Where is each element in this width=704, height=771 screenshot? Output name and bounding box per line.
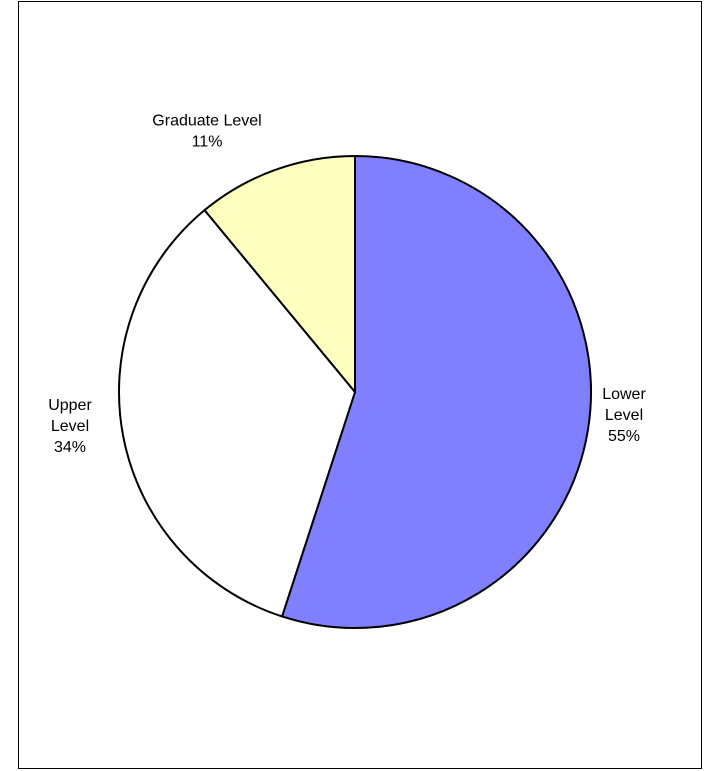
slice-label-line: 11%	[192, 134, 223, 151]
slice-label-line: Level	[51, 418, 89, 435]
slice-label-line: Lower	[602, 386, 646, 403]
slice-label-line: 55%	[608, 428, 640, 445]
slice-label-upper-level: Upper Level 34%	[48, 397, 92, 456]
pie-slice-upper-level	[118, 209, 356, 618]
slice-label-line: Level	[605, 407, 643, 424]
slice-label-lower-level: Lower Level 55%	[602, 386, 646, 445]
pie-labels: Lower Level 55% Upper Level 34% Graduate Level…	[48, 113, 646, 457]
slice-label-line: 34%	[54, 439, 86, 456]
slice-label-line: Graduate Level	[152, 113, 261, 130]
pie-slice-graduate-level	[203, 155, 356, 393]
slice-label-line: Upper	[48, 397, 92, 414]
pie-slice-lower-level	[281, 155, 592, 629]
slice-label-graduate-level: Graduate Level 11%	[152, 113, 261, 151]
pie-slices	[118, 155, 592, 629]
